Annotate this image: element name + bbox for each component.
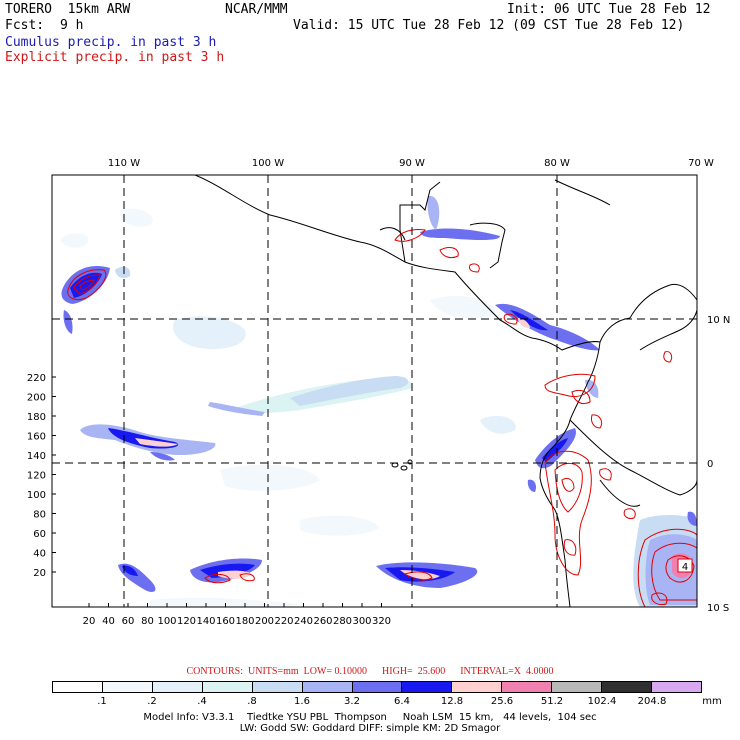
valid-time: Valid: 15 UTC Tue 28 Feb 12 (09 CST Tue … [293,18,685,33]
x-tick-label: 300 [352,616,371,627]
explicit-precip-legend: Explicit precip. in past 3 h [5,50,225,65]
x-tick-label: 200 [255,616,274,627]
colorbar-swatch [53,682,103,692]
colorbar-swatch [402,682,453,692]
explicit-precip-contours [67,229,697,607]
organization-label: NCAR/MMM [225,2,288,17]
x-tick-label: 180 [235,616,254,627]
lat-label-10s: 10 S [707,603,729,614]
contour-label-box [677,558,693,573]
colorbar-label: 25.6 [490,696,514,707]
model-title: TORERO 15km ARW [5,2,131,17]
x-tick-label: 40 [102,616,115,627]
colorbar-swatch [102,682,153,692]
y-tick-label: 100 [27,490,46,501]
lat-label-10n: 10 N [707,315,730,326]
lat-label-equator: 0 [707,459,713,470]
colorbar-swatch [352,682,403,692]
axis-ticks [52,376,382,607]
colorbar-label: .1 [97,696,107,707]
y-tick-label: 180 [27,412,46,423]
y-tick-label: 40 [33,549,46,560]
colorbar-swatch [452,682,503,692]
colorbar-label: 1.6 [294,696,310,707]
precip-fields [60,195,697,607]
x-tick-label: 100 [157,616,176,627]
colorbar-label: 6.4 [394,696,410,707]
lat-lon-grid [52,175,697,607]
y-tick-label: 60 [33,529,46,540]
latitude-labels: 10 N 0 10 S [707,315,730,614]
colorbar-label: 3.2 [344,696,360,707]
colorbar-swatch [602,682,653,692]
colorbar-label: .8 [247,696,257,707]
colorbar-label: 102.4 [587,696,617,707]
y-tick-label: 20 [33,568,46,579]
colorbar-unit: mm [702,696,722,707]
colorbar-swatch [302,682,353,692]
colorbar-swatch [552,682,603,692]
grid-y-labels: 20 40 60 80 100 120 140 160 180 200 220 [27,373,46,579]
x-tick-label: 220 [274,616,293,627]
colorbar-swatch [202,682,253,692]
x-tick-label: 120 [177,616,196,627]
colorbar-swatch [252,682,303,692]
lon-label-90w: 90 W [399,158,425,169]
coastlines [194,175,697,607]
y-tick-label: 120 [27,471,46,482]
colorbar-label: 12.8 [440,696,464,707]
y-tick-label: 220 [27,373,46,384]
colorbar-label: .4 [197,696,207,707]
lon-label-100w: 100 W [252,158,284,169]
x-tick-label: 80 [141,616,154,627]
contour-info: CONTOURS: UNITS=mm LOW= 0.10000 HIGH= 25… [186,666,554,677]
x-tick-label: 260 [313,616,332,627]
x-tick-label: 240 [294,616,313,627]
x-tick-label: 160 [216,616,235,627]
lon-label-70w: 70 W [688,158,714,169]
precip-colorbar [52,681,702,693]
cumulus-precip-legend: Cumulus precip. in past 3 h [5,35,217,50]
y-tick-label: 160 [27,432,46,443]
forecast-hour: 9 h [60,18,84,33]
x-tick-label: 320 [372,616,391,627]
y-tick-label: 140 [27,451,46,462]
colorbar-label: 204.8 [637,696,667,707]
x-tick-label: 140 [196,616,215,627]
forecast-label: Fcst: [5,18,45,33]
longitude-labels: 110 W 100 W 90 W 80 W 70 W [108,158,714,169]
init-time: Init: 06 UTC Tue 28 Feb 12 [507,2,711,17]
grid-x-labels: 20 40 60 80 100 120 140 160 180 200 220 240 260 280 30… [83,616,391,627]
lon-label-110w: 110 W [108,158,140,169]
x-tick-label: 20 [83,616,96,627]
colorbar-label: 51.2 [540,696,564,707]
model-info-line2: LW: Godd SW: Goddard DIFF: simple KM: 2D… [239,723,501,734]
model-info-line1: Model Info: V3.3.1 Tiedtke YSU PBL Thomp… [143,712,597,723]
colorbar-swatch [502,682,553,692]
colorbar-label: .2 [147,696,157,707]
y-tick-label: 200 [27,393,46,404]
contour-label: 4 [682,562,688,573]
y-tick-label: 80 [33,510,46,521]
lon-label-80w: 80 W [544,158,570,169]
colorbar-swatch [152,682,203,692]
x-tick-label: 60 [122,616,135,627]
x-tick-label: 280 [333,616,352,627]
colorbar-swatch [652,682,701,692]
plot-frame [51,174,698,608]
